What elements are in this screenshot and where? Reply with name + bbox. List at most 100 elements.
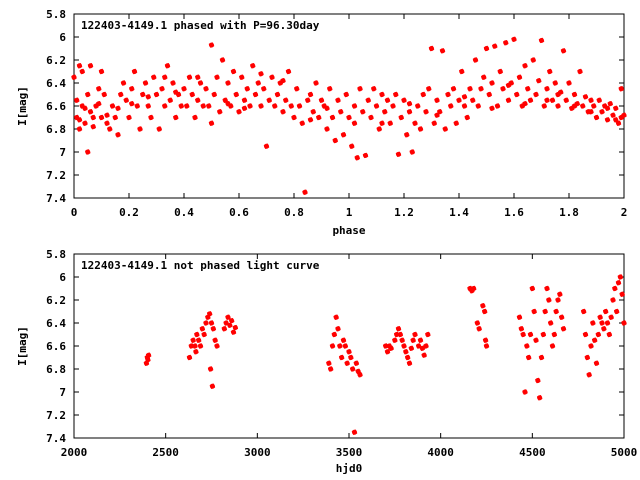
data-point — [481, 74, 487, 80]
data-point — [74, 97, 80, 103]
data-point — [228, 317, 235, 324]
data-point — [494, 103, 501, 109]
data-point — [505, 82, 512, 89]
data-point — [480, 303, 486, 309]
data-point — [604, 320, 611, 326]
data-point — [266, 97, 272, 103]
data-point — [167, 97, 173, 103]
x-tick-label: 2 — [621, 206, 628, 219]
x-tick-label: 5000 — [611, 446, 638, 459]
data-point — [379, 91, 385, 98]
data-point — [137, 126, 143, 132]
y-tick-label: 7 — [59, 386, 66, 399]
data-point — [450, 86, 457, 92]
data-point — [153, 91, 160, 98]
data-point — [580, 308, 587, 315]
y-tick-label: 6.6 — [46, 340, 66, 353]
data-point — [76, 117, 83, 123]
data-point — [522, 63, 528, 69]
data-point — [555, 91, 561, 98]
data-point — [467, 86, 473, 92]
data-point — [274, 91, 281, 98]
data-point — [96, 86, 102, 92]
data-point — [476, 326, 482, 332]
data-point — [285, 68, 292, 75]
data-point — [453, 120, 459, 126]
x-tick-label: 0 — [71, 206, 78, 219]
data-point — [258, 71, 264, 77]
data-point — [445, 91, 451, 98]
data-point — [524, 343, 530, 349]
data-point — [373, 103, 380, 109]
data-point — [571, 103, 578, 109]
data-point — [412, 120, 418, 126]
y-tick-label: 6.8 — [46, 123, 66, 136]
data-point — [244, 86, 250, 92]
data-point — [195, 337, 202, 343]
data-point — [195, 97, 201, 103]
data-point — [129, 100, 135, 107]
data-point — [219, 57, 226, 63]
data-point — [329, 343, 336, 349]
data-point — [527, 97, 534, 103]
data-point — [360, 109, 366, 115]
data-point — [227, 322, 233, 329]
data-point — [398, 114, 404, 121]
data-point — [610, 297, 616, 303]
data-point — [192, 343, 198, 349]
data-point — [162, 74, 168, 80]
x-axis-title: phase — [332, 224, 365, 237]
data-point — [387, 120, 393, 126]
data-point — [324, 105, 330, 112]
data-point — [553, 308, 559, 315]
data-point — [384, 349, 391, 355]
data-point — [582, 94, 589, 100]
data-point — [593, 360, 600, 366]
data-point — [190, 337, 196, 343]
data-point — [525, 354, 532, 361]
data-point — [486, 91, 492, 98]
data-point — [197, 80, 204, 86]
data-point — [584, 354, 591, 361]
data-point — [544, 285, 550, 292]
data-point — [217, 109, 223, 115]
data-point — [71, 74, 77, 80]
x-tick-label: 4000 — [427, 446, 454, 459]
data-point — [351, 103, 358, 109]
data-point — [406, 360, 413, 366]
data-point — [225, 80, 231, 86]
data-point — [437, 109, 443, 115]
data-point — [145, 357, 151, 363]
data-point — [482, 337, 489, 343]
data-point — [497, 68, 503, 75]
data-point — [483, 343, 490, 349]
data-point — [230, 68, 237, 75]
data-point — [318, 97, 325, 103]
data-point — [606, 331, 613, 338]
data-point — [522, 100, 528, 107]
data-point — [530, 57, 536, 63]
data-point — [247, 103, 253, 109]
data-point — [115, 105, 121, 112]
data-point — [291, 114, 297, 121]
data-point — [348, 354, 354, 361]
data-point — [225, 100, 231, 107]
data-point — [522, 389, 528, 395]
x-tick-label: 4500 — [519, 446, 546, 459]
data-point — [288, 103, 294, 109]
data-point — [558, 314, 565, 320]
data-point — [503, 40, 509, 46]
data-point — [221, 326, 228, 332]
data-point — [186, 74, 193, 80]
data-point — [210, 326, 217, 332]
data-point — [588, 343, 594, 349]
data-point — [571, 91, 578, 98]
data-point — [357, 372, 363, 378]
y-axis-title: I[mag] — [16, 86, 29, 126]
data-point — [76, 126, 83, 132]
y-axis-title: I[mag] — [16, 326, 29, 366]
data-point — [615, 120, 622, 126]
data-point — [365, 97, 371, 103]
